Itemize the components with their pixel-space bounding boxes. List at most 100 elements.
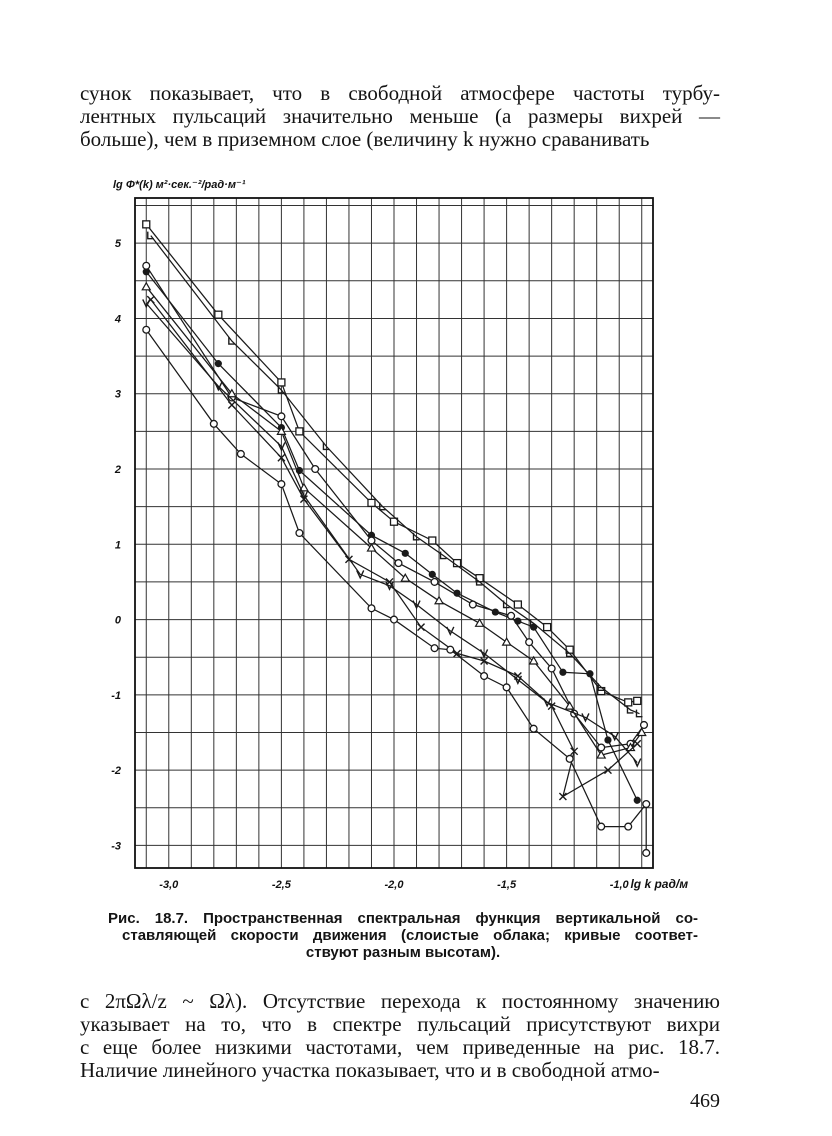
data-point [624,822,633,831]
data-point [142,325,151,334]
y-tick-label: 5 [115,238,122,250]
data-point [480,656,489,665]
data-point [603,766,612,775]
data-point [141,281,152,291]
series-line [145,271,638,801]
paragraph-bottom: с 2πΩλ/z ~ Ωλ). Отсутствие перехода к по… [80,990,720,1082]
data-point [385,577,394,586]
data-point [564,700,575,710]
data-point [480,671,489,681]
data-point [299,495,308,504]
data-point [513,672,522,681]
x-axis-label: lg k рад/м [630,877,688,891]
data-point [453,589,461,597]
paragraph-top: сунок показывает, что в свободной атмосф… [80,82,720,151]
data-point [475,577,483,586]
chart-frame [134,197,654,869]
data-series [142,220,642,707]
data-point [642,799,651,809]
text-line: указывает на то, что в спектре пульсаций… [80,1012,720,1036]
data-point [277,453,286,462]
data-point [479,649,489,659]
data-series [147,231,643,718]
data-point [142,268,150,276]
data-point [277,480,286,489]
y-tick-label: 0 [115,615,122,627]
data-point [228,337,235,345]
data-series [142,268,641,804]
data-point [142,220,151,229]
data-point [604,736,612,744]
data-point [295,528,304,538]
data-point [439,551,447,560]
y-tick-label: 4 [114,313,121,325]
data-point [542,622,552,632]
data-point [277,412,286,421]
data-point [502,600,510,609]
data-point [394,559,403,568]
data-point [446,645,455,654]
data-point [530,623,538,631]
data-point [633,758,642,768]
data-point [513,600,523,609]
y-tick-label: -2 [111,765,121,777]
data-point [525,638,534,647]
data-point [311,464,320,474]
text-line: Наличие линейного участка показывает, чт… [80,1058,660,1082]
caption-line: Рис. 18.7. Пространственная спектральная… [108,910,698,927]
spectral-chart: 5 4 3 2 1 0 -1 -2 -3 -3,0 -2,5 -2,0 -1,5 -1,0 lg Φ*(k… [111,179,688,891]
y-axis-label: lg Φ*(k) м²·сек.⁻²/рад·м⁻¹ [113,179,246,191]
data-point [400,572,411,582]
data-point [401,549,409,557]
data-point [474,618,485,627]
data-series [142,325,651,857]
data-point [379,502,386,511]
data-point [209,419,218,428]
data-point [277,442,286,452]
data-point [142,261,151,270]
data-point [586,670,594,678]
text-line: с 2πΩλ/z ~ Ωλ). Отсутствие перехода к по… [80,989,720,1013]
data-point [528,655,539,665]
data-point [502,683,511,692]
chart-series [141,220,651,857]
x-tick-label: -2,0 [385,879,405,891]
data-point [227,401,236,410]
data-point [344,555,353,564]
page-number: 469 [690,1090,720,1112]
data-point [547,664,556,673]
data-point [633,739,642,748]
x-tick-label: -1,0 [610,879,630,891]
series-line [145,223,638,704]
data-point [298,482,309,492]
y-tick-label: -3 [111,840,121,852]
data-point [356,570,365,580]
x-tick-label: -2,5 [272,879,292,891]
data-point [565,754,574,763]
data-point [610,731,619,742]
data-point [597,683,605,692]
data-point [147,231,154,240]
data-point [596,749,607,759]
figure-caption: Рис. 18.7. Пространственная спектральная… [108,910,698,961]
data-point [501,636,512,646]
data-point [446,626,455,637]
y-tick-label: -1 [111,690,121,702]
y-tick-label: 2 [114,464,121,476]
data-point [428,570,436,579]
data-point [389,517,399,526]
chart-ticks: 5 4 3 2 1 0 -1 -2 -3 -3,0 -2,5 -2,0 -1,5 -1,0 [111,238,629,891]
text-line: больше), чем в приземном слое (величину … [80,127,650,151]
series-line [150,235,640,715]
data-point [322,442,330,451]
data-point [434,595,445,605]
data-point [389,615,399,624]
chart-grid [135,198,653,868]
text-line: с еще более низкими частотами, чем приве… [80,1035,720,1059]
data-point [277,385,285,394]
data-point [570,747,579,756]
x-tick-label: -3,0 [159,879,179,891]
data-point [559,668,567,676]
data-point [412,600,421,610]
data-point [412,532,420,541]
